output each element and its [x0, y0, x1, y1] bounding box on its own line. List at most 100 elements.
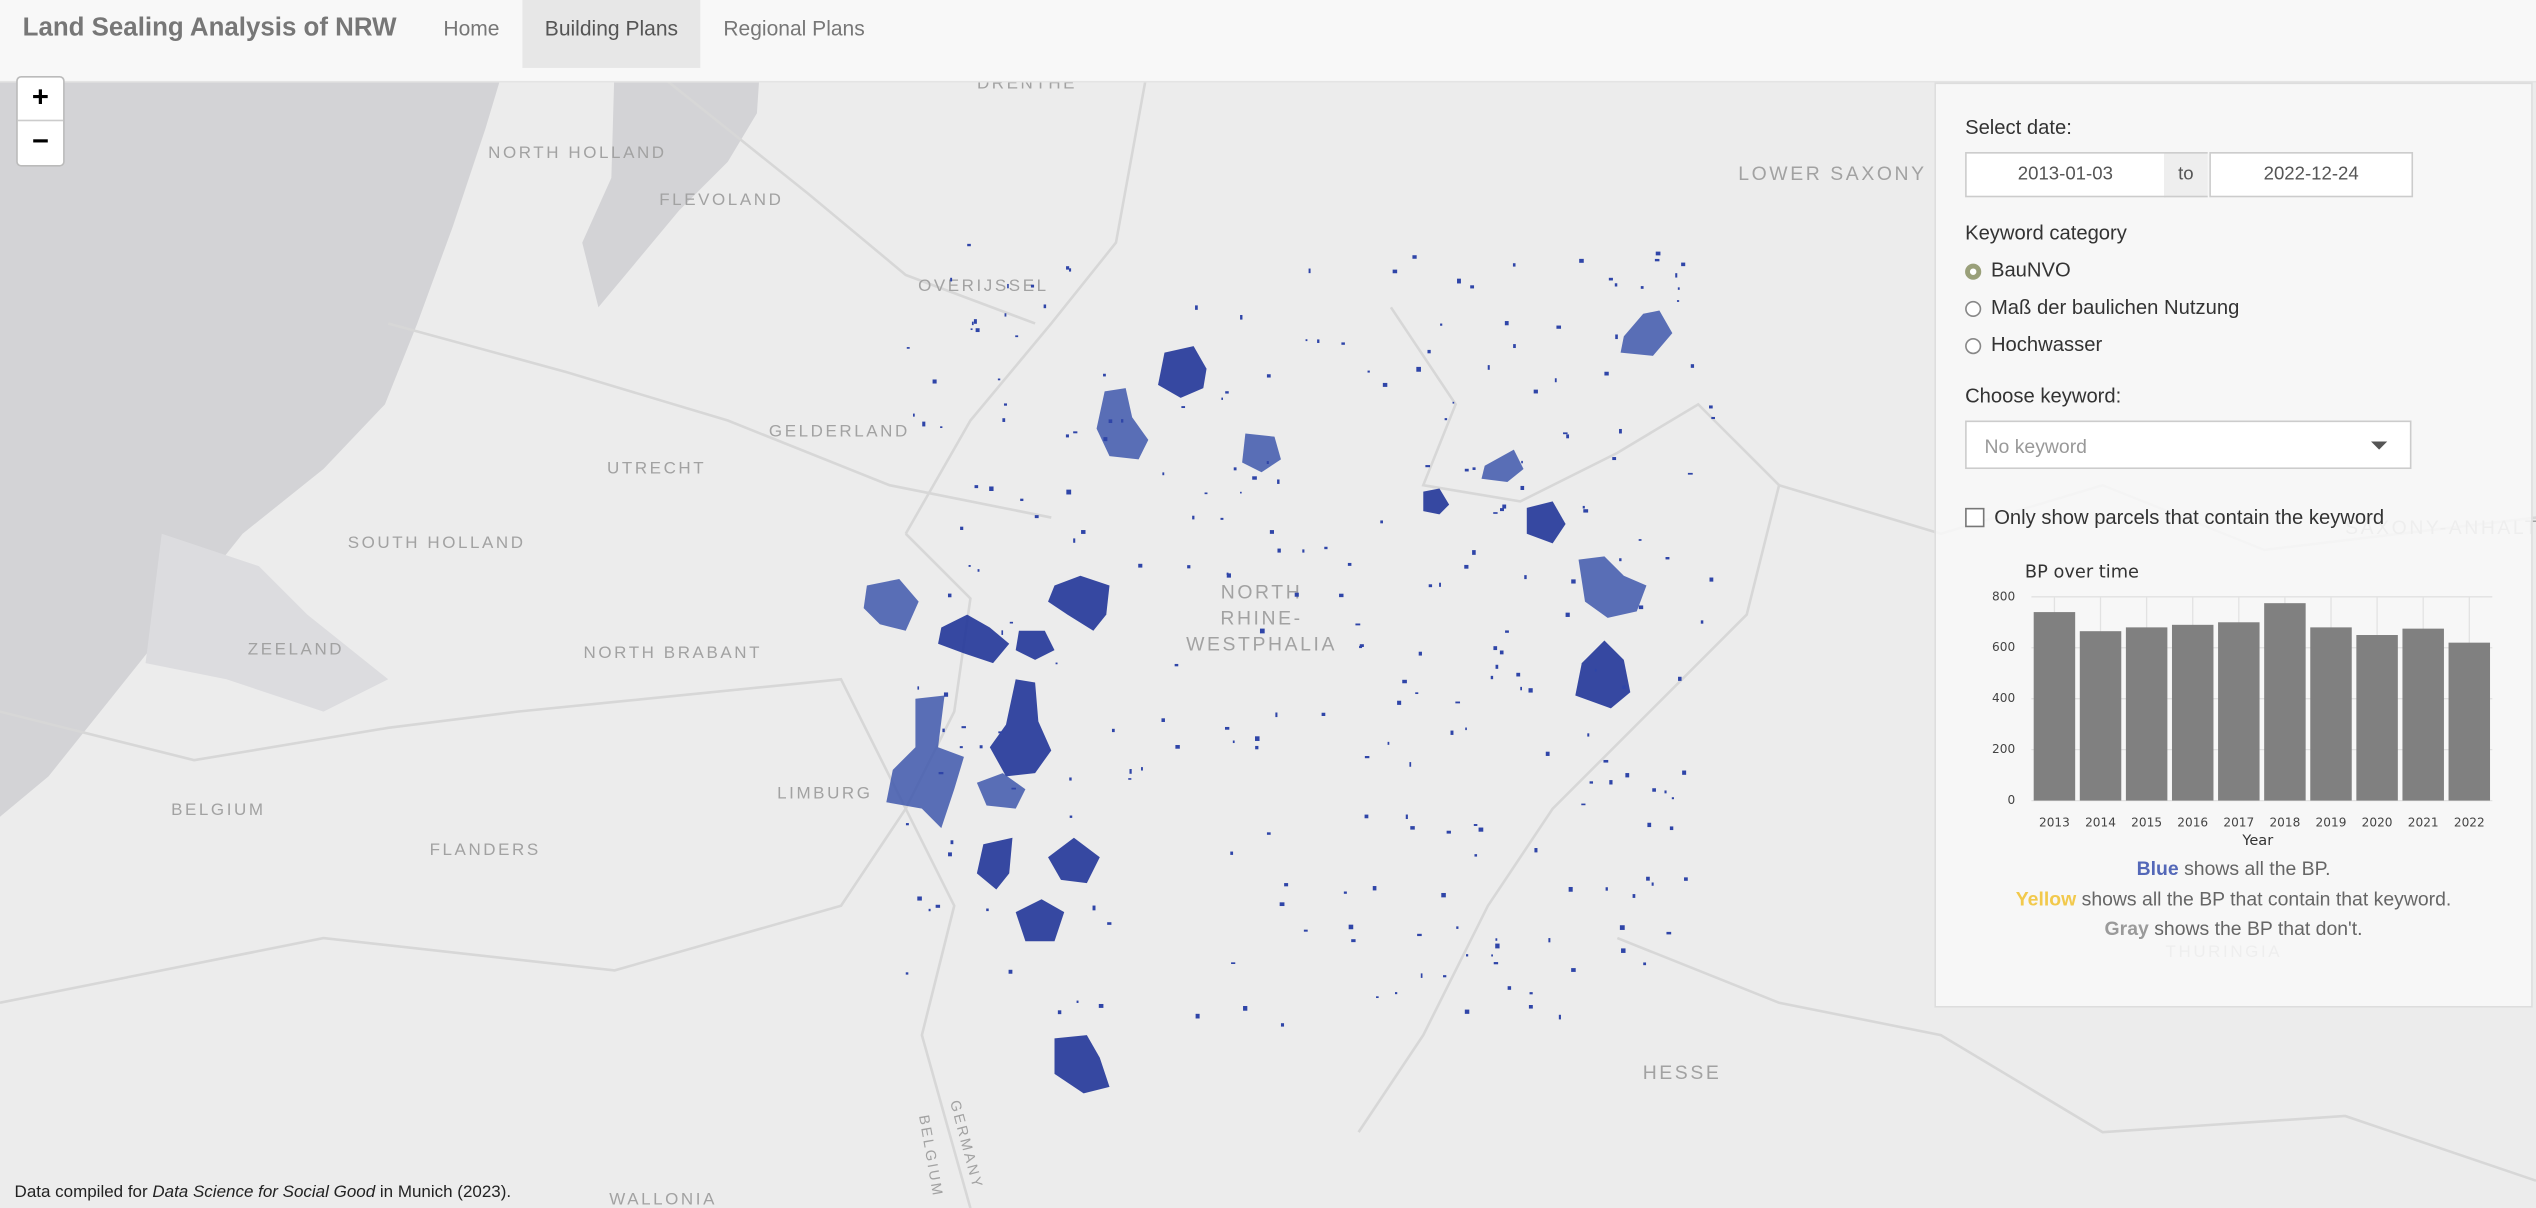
parcel[interactable] — [1128, 778, 1132, 780]
parcel[interactable] — [932, 379, 937, 384]
parcel[interactable] — [1493, 962, 1499, 965]
parcel[interactable] — [1418, 651, 1422, 656]
parcel[interactable] — [1030, 284, 1035, 288]
parcel[interactable] — [968, 564, 971, 567]
parcel[interactable] — [1066, 266, 1070, 270]
parcel[interactable] — [1652, 788, 1656, 792]
parcel[interactable] — [1528, 688, 1533, 693]
parcel[interactable] — [1529, 992, 1533, 995]
parcel[interactable] — [1684, 877, 1688, 881]
parcel[interactable] — [1614, 283, 1618, 287]
parcel[interactable] — [1069, 815, 1073, 818]
parcel[interactable] — [1294, 592, 1299, 597]
parcel[interactable] — [917, 686, 920, 690]
parcel[interactable] — [1015, 899, 1065, 942]
nav-item[interactable]: Building Plans — [522, 0, 701, 68]
parcel[interactable] — [1108, 419, 1113, 424]
parcel[interactable] — [976, 773, 1026, 809]
parcel[interactable] — [1452, 401, 1455, 404]
parcel[interactable] — [1528, 1005, 1533, 1009]
parcel[interactable] — [1107, 922, 1112, 925]
parcel[interactable] — [1303, 929, 1308, 932]
parcel[interactable] — [1308, 268, 1311, 274]
parcel[interactable] — [1008, 969, 1013, 974]
parcel[interactable] — [1266, 461, 1269, 464]
parcel[interactable] — [1464, 1009, 1470, 1014]
parcel[interactable] — [1666, 931, 1672, 935]
parcel[interactable] — [1162, 472, 1165, 476]
parcel[interactable] — [1302, 549, 1305, 553]
nav-item[interactable]: Regional Plans — [723, 16, 865, 41]
parcel[interactable] — [1565, 612, 1570, 617]
parcel[interactable] — [1579, 258, 1584, 263]
checkbox-row[interactable]: Only show parcels that contain the keywo… — [1965, 506, 2384, 529]
parcel[interactable] — [1009, 621, 1014, 624]
parcel[interactable] — [1495, 664, 1499, 669]
parcel[interactable] — [1174, 663, 1179, 667]
parcel[interactable] — [1158, 346, 1207, 398]
parcel[interactable] — [1252, 476, 1257, 480]
parcel[interactable] — [1266, 374, 1271, 378]
parcel[interactable] — [971, 321, 974, 326]
parcel[interactable] — [1380, 520, 1383, 524]
parcel[interactable] — [1566, 434, 1570, 439]
parcel[interactable] — [1364, 814, 1369, 819]
parcel[interactable] — [1372, 886, 1377, 891]
parcel[interactable] — [1533, 389, 1538, 394]
parcel[interactable] — [905, 823, 909, 826]
parcel[interactable] — [1423, 488, 1450, 515]
parcel[interactable] — [1243, 1006, 1248, 1011]
parcel[interactable] — [1457, 278, 1461, 284]
parcel[interactable] — [1321, 712, 1326, 716]
parcel[interactable] — [1192, 515, 1195, 520]
keyword-select[interactable]: No keyword — [1965, 420, 2412, 470]
parcel[interactable] — [1416, 366, 1421, 372]
parcel[interactable] — [1521, 460, 1523, 464]
parcel[interactable] — [1651, 882, 1654, 886]
parcel[interactable] — [1181, 406, 1186, 409]
parcel[interactable] — [1275, 712, 1278, 718]
parcel[interactable] — [986, 908, 989, 912]
zoom-out[interactable]: − — [17, 119, 64, 164]
parcel[interactable] — [1655, 251, 1661, 256]
parcel[interactable] — [1240, 314, 1243, 320]
parcel[interactable] — [1443, 975, 1447, 978]
parcel[interactable] — [1425, 465, 1431, 468]
parcel[interactable] — [1233, 467, 1237, 471]
parcel[interactable] — [973, 319, 977, 324]
parcel[interactable] — [1619, 925, 1625, 930]
parcel[interactable] — [1709, 577, 1714, 582]
parcel[interactable] — [1439, 582, 1441, 587]
parcel[interactable] — [1664, 790, 1667, 794]
parcel[interactable] — [1073, 538, 1076, 543]
parcel[interactable] — [974, 485, 979, 489]
parcel[interactable] — [960, 526, 964, 530]
parcel[interactable] — [1351, 939, 1356, 943]
parcel[interactable] — [1092, 905, 1096, 911]
parcel[interactable] — [1343, 891, 1347, 894]
parcel[interactable] — [959, 746, 963, 749]
parcel[interactable] — [1367, 370, 1370, 373]
parcel[interactable] — [1581, 803, 1586, 806]
parcel[interactable] — [1394, 992, 1398, 995]
parcel[interactable] — [1255, 736, 1260, 741]
parcel[interactable] — [1620, 310, 1673, 356]
parcel[interactable] — [1470, 285, 1475, 289]
parcel[interactable] — [1324, 546, 1328, 550]
parcel[interactable] — [1230, 851, 1234, 855]
parcel[interactable] — [1011, 787, 1016, 790]
parcel[interactable] — [1556, 325, 1562, 329]
parcel[interactable] — [1619, 428, 1622, 434]
parcel[interactable] — [1269, 530, 1274, 534]
parcel[interactable] — [1446, 830, 1451, 834]
parcel[interactable] — [1563, 432, 1568, 435]
parcel[interactable] — [1621, 685, 1625, 689]
parcel[interactable] — [1402, 679, 1407, 684]
parcel[interactable] — [1224, 726, 1230, 730]
parcel[interactable] — [1481, 449, 1524, 482]
parcel[interactable] — [1405, 814, 1408, 820]
parcel[interactable] — [1121, 419, 1124, 423]
parcel[interactable] — [917, 896, 922, 901]
parcel[interactable] — [950, 840, 954, 845]
parcel[interactable] — [1339, 593, 1344, 598]
